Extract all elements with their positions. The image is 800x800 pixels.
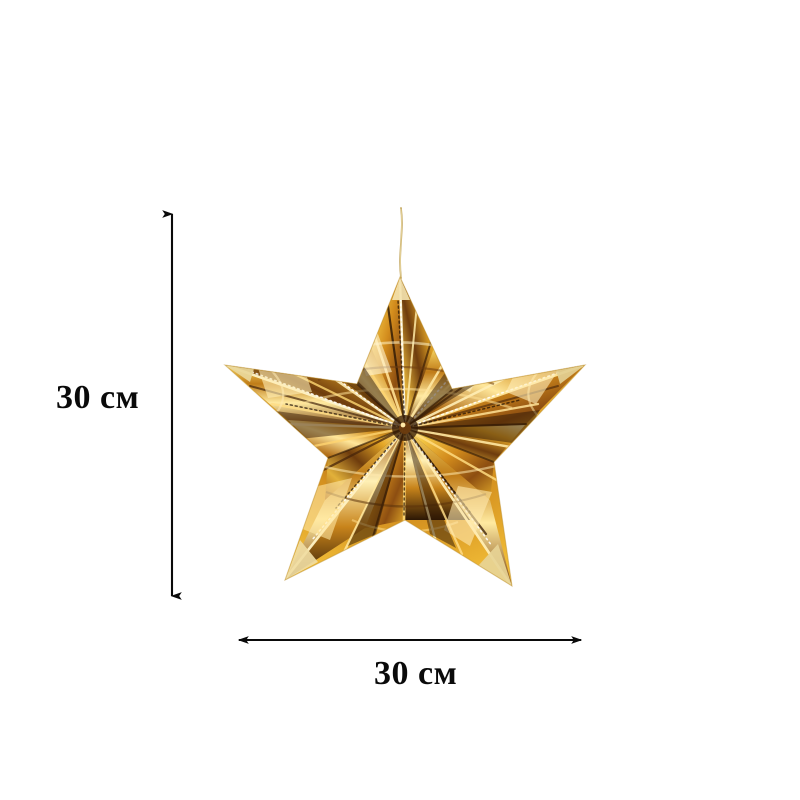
width-dimension-label: 30 см <box>374 655 458 692</box>
height-dimension-label: 30 см <box>56 379 140 416</box>
star-body <box>223 275 587 588</box>
star-outline <box>223 275 587 588</box>
hanging-thread-highlight <box>400 208 402 278</box>
